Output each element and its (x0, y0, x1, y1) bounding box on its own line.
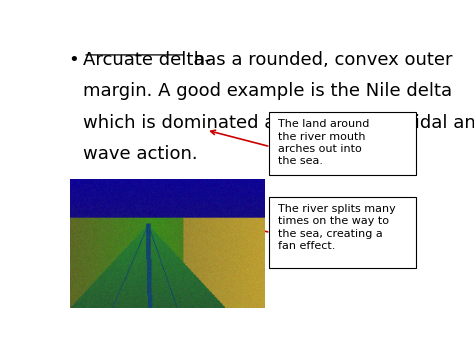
Text: Arcuate delta-: Arcuate delta- (83, 51, 211, 69)
Text: •: • (68, 51, 79, 69)
Text: The land around
the river mouth
arches out into
the sea.: The land around the river mouth arches o… (278, 119, 369, 166)
Text: which is dominated a little more by tidal and: which is dominated a little more by tida… (83, 114, 474, 132)
FancyBboxPatch shape (269, 197, 416, 268)
FancyBboxPatch shape (269, 112, 416, 175)
Text: has a rounded, convex outer: has a rounded, convex outer (188, 51, 452, 69)
Text: margin. A good example is the Nile delta: margin. A good example is the Nile delta (83, 82, 452, 100)
Text: wave action.: wave action. (83, 145, 198, 163)
Text: The river splits many
times on the way to
the sea, creating a
fan effect.: The river splits many times on the way t… (278, 204, 396, 251)
